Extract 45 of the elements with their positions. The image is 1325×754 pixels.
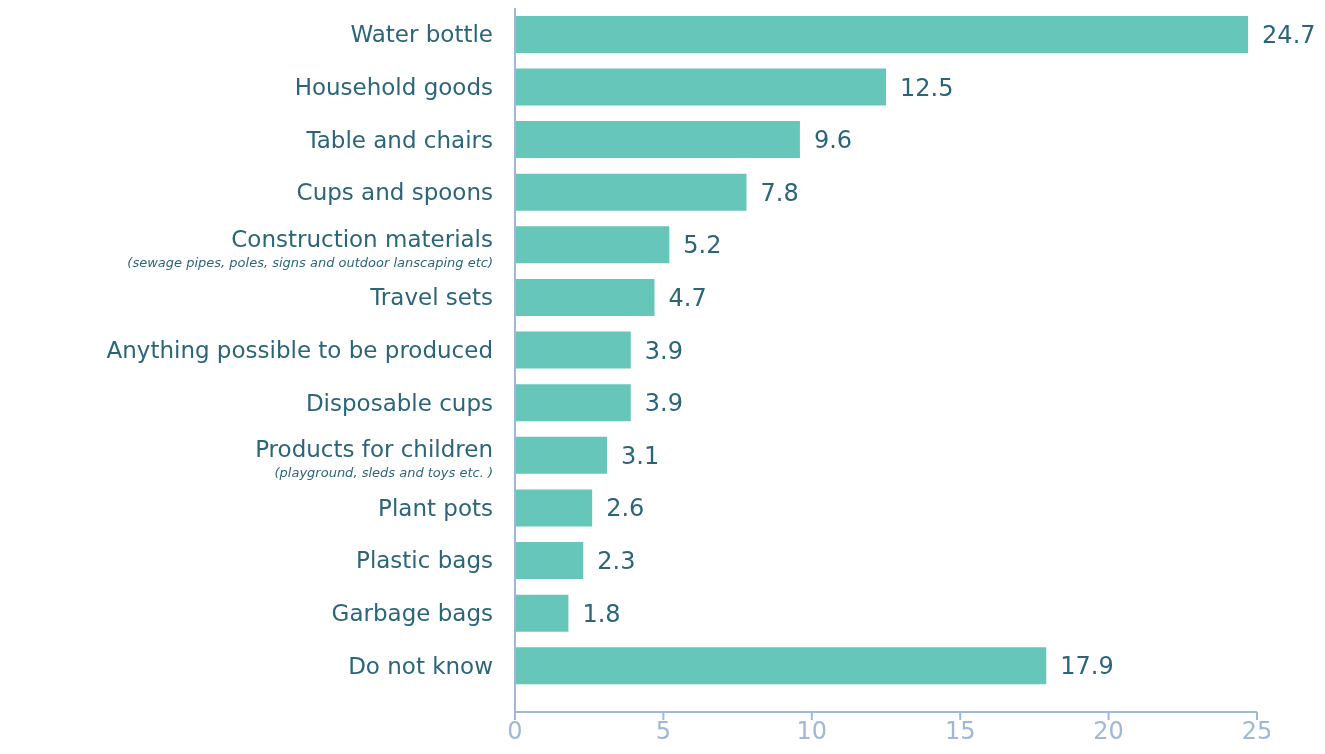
bar <box>515 647 1047 685</box>
y-tick-label: Do not know <box>348 652 493 679</box>
data-label: 24.7 <box>1262 20 1316 49</box>
y-tick-label: Table and chairs <box>305 126 493 153</box>
data-label: 5.2 <box>683 231 722 260</box>
data-label: 12.5 <box>900 73 954 102</box>
data-label: 4.7 <box>668 283 707 312</box>
y-tick-label: Travel sets <box>369 284 493 311</box>
bar <box>515 542 584 580</box>
bar <box>515 384 631 422</box>
x-tick-label: 0 <box>507 717 523 746</box>
bar <box>515 489 593 527</box>
data-label: 7.8 <box>760 178 799 207</box>
y-tick-label: Water bottle <box>350 21 493 48</box>
x-tick-label: 10 <box>796 717 828 746</box>
y-tick-label: Anything possible to be produced <box>106 337 493 363</box>
y-tick-label: Construction materials (sewage pipes, poles, signs and outdoor lanscaping etc) <box>127 225 493 270</box>
data-label: 2.6 <box>606 494 645 523</box>
bar <box>515 68 886 106</box>
data-label: 3.9 <box>644 336 683 365</box>
data-label: 17.9 <box>1060 652 1114 681</box>
data-label: 3.1 <box>621 441 660 470</box>
bar <box>515 121 800 159</box>
y-tick-label: Plastic bags <box>356 547 493 574</box>
data-label: 9.6 <box>813 126 853 155</box>
x-tick-label: 25 <box>1241 717 1273 746</box>
bar <box>515 594 569 632</box>
bar <box>515 15 1249 53</box>
y-tick-label: Plant pots <box>378 494 493 521</box>
y-tick-label: Garbage bags <box>331 600 493 627</box>
y-tick-label: Products for children (playground, sleds and toys etc. ) <box>255 436 493 481</box>
x-tick-label: 5 <box>655 717 672 746</box>
y-tick-label: Household goods <box>294 73 493 100</box>
bar <box>515 278 655 316</box>
data-label: 1.8 <box>582 599 621 628</box>
bar <box>515 436 608 474</box>
data-label: 3.9 <box>644 389 683 418</box>
bar <box>515 331 631 369</box>
bar <box>515 173 747 211</box>
x-tick-label: 20 <box>1093 717 1124 746</box>
y-tick-label: Cups and spoons <box>296 179 493 206</box>
y-tick-label: Disposable cups <box>305 389 493 416</box>
x-tick-label: 15 <box>944 717 976 746</box>
bar <box>515 226 670 264</box>
data-label: 2.3 <box>597 547 636 576</box>
